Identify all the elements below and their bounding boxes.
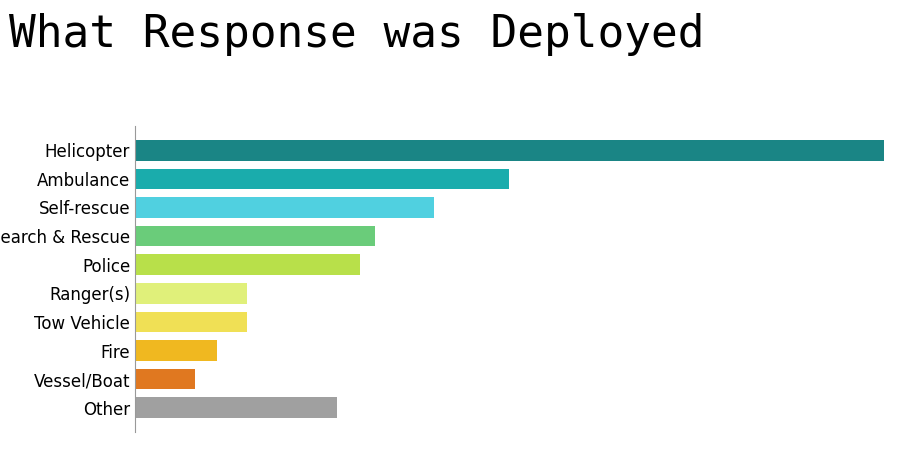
Bar <box>135 397 338 418</box>
Bar <box>135 197 435 218</box>
Bar <box>135 312 248 332</box>
Bar <box>135 283 248 304</box>
Bar <box>135 169 509 189</box>
Bar <box>135 254 360 275</box>
Bar <box>135 226 374 246</box>
Text: What Response was Deployed: What Response was Deployed <box>9 14 705 57</box>
Bar <box>135 369 195 389</box>
Bar <box>135 340 217 361</box>
Bar <box>135 140 884 161</box>
